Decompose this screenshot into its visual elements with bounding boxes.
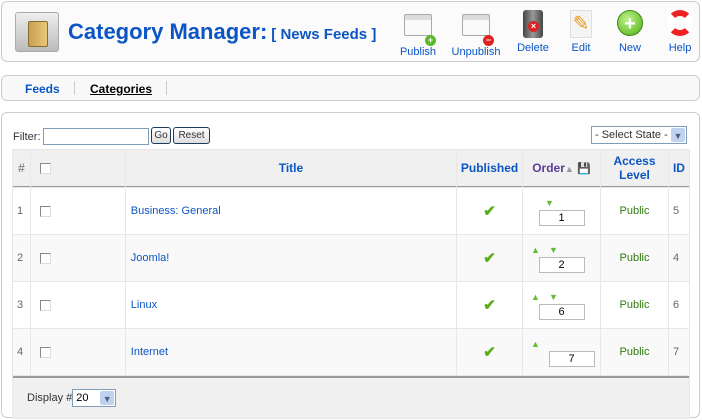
published-check-icon[interactable]: ✔ xyxy=(483,297,496,314)
select-all-checkbox[interactable] xyxy=(39,163,51,175)
category-manager-logo-icon xyxy=(15,12,59,52)
row-checkbox-cell xyxy=(30,188,125,234)
delete-icon: × xyxy=(519,10,547,38)
move-down-icon[interactable]: ▼ xyxy=(549,244,558,255)
submenu-categories[interactable]: Categories xyxy=(90,82,153,96)
pagination-footer: Display #20 ▼ xyxy=(13,376,689,418)
row-published-cell: ✔ xyxy=(457,329,523,375)
state-select[interactable]: - Select State - ▼ xyxy=(591,126,687,144)
row-checkbox[interactable] xyxy=(39,299,51,311)
filter-input[interactable] xyxy=(43,128,149,145)
col-id[interactable]: ID xyxy=(668,150,689,187)
page-subtitle: [ News Feeds ] xyxy=(271,26,377,43)
published-check-icon[interactable]: ✔ xyxy=(483,250,496,267)
access-level-link[interactable]: Public xyxy=(601,188,668,234)
save-order-icon[interactable]: 💾 xyxy=(577,163,591,175)
row-order-cell: ▲ 7 xyxy=(523,329,601,375)
row-published-cell: ✔ xyxy=(457,235,523,281)
category-title-link[interactable]: Business: General xyxy=(130,205,221,217)
row-published-cell: ✔ xyxy=(457,282,523,328)
category-title-link[interactable]: Joomla! xyxy=(130,252,170,264)
submenu-divider xyxy=(74,81,75,95)
row-checkbox[interactable] xyxy=(39,346,51,358)
col-access-level[interactable]: Access Level xyxy=(601,150,668,187)
order-input[interactable]: 2 xyxy=(538,256,585,273)
row-checkbox-cell xyxy=(30,235,125,281)
new-icon: + xyxy=(616,10,644,38)
row-published-cell: ✔ xyxy=(457,188,523,234)
sort-asc-icon: ▲ xyxy=(564,164,574,174)
reset-button[interactable]: Reset xyxy=(173,127,210,144)
row-checkbox-cell xyxy=(30,329,125,375)
move-up-icon[interactable]: ▲ xyxy=(531,244,540,255)
row-number: 3 xyxy=(13,282,30,328)
row-id: 4 xyxy=(668,235,689,281)
order-input[interactable]: 6 xyxy=(538,303,585,320)
move-down-icon[interactable]: ▼ xyxy=(545,197,554,208)
row-number: 4 xyxy=(13,329,30,375)
row-title-cell: Linux xyxy=(125,282,457,328)
row-checkbox[interactable] xyxy=(39,252,51,264)
row-order-cell: ▲ ▼ 6 xyxy=(523,282,601,328)
col-order[interactable]: Order▲ 💾 xyxy=(523,150,601,187)
new-button[interactable]: + New xyxy=(602,10,658,54)
chevron-down-icon: ▼ xyxy=(100,391,115,405)
move-up-icon[interactable]: ▲ xyxy=(531,291,540,302)
row-order-cell: ▲ ▼ 2 xyxy=(523,235,601,281)
category-title-link[interactable]: Internet xyxy=(130,346,169,358)
go-button[interactable]: Go xyxy=(151,127,171,144)
col-published[interactable]: Published xyxy=(457,150,523,187)
table-row: 3 Linux ✔ ▲ ▼ 6 Public 6 xyxy=(13,282,689,328)
row-id: 6 xyxy=(668,282,689,328)
row-id: 7 xyxy=(668,329,689,375)
help-icon xyxy=(666,10,694,38)
order-input[interactable]: 7 xyxy=(548,350,595,367)
edit-icon: ✎ xyxy=(567,10,595,38)
col-number: # xyxy=(13,150,30,187)
access-level-link[interactable]: Public xyxy=(601,329,668,375)
categories-table: # Title Published Order▲ 💾 Access Level … xyxy=(12,149,690,419)
display-count-select[interactable]: 20 ▼ xyxy=(72,389,117,407)
display-label: Display # xyxy=(27,391,73,404)
delete-button[interactable]: × Delete xyxy=(505,10,561,54)
row-number: 2 xyxy=(13,235,30,281)
category-title-link[interactable]: Linux xyxy=(130,299,158,311)
col-title[interactable]: Title xyxy=(125,150,457,187)
table-row: 4 Internet ✔ ▲ 7 Public 7 xyxy=(13,329,689,375)
move-down-icon[interactable]: ▼ xyxy=(549,291,558,302)
table-row: 2 Joomla! ✔ ▲ ▼ 2 Public 4 xyxy=(13,235,689,281)
order-input[interactable]: 1 xyxy=(538,209,585,226)
toolbar-box: Category Manager:[ News Feeds ] + Publish… xyxy=(1,1,700,62)
published-check-icon[interactable]: ✔ xyxy=(483,344,496,361)
chevron-down-icon: ▼ xyxy=(671,128,685,142)
publish-button[interactable]: + Publish xyxy=(390,10,446,58)
row-title-cell: Internet xyxy=(125,329,457,375)
submenu-divider xyxy=(166,81,167,95)
page-title: Category Manager:[ News Feeds ] xyxy=(68,19,377,44)
table-row: 1 Business: General ✔ ▼ 1 Public 5 xyxy=(13,188,689,234)
access-level-link[interactable]: Public xyxy=(601,235,668,281)
submenu-feeds[interactable]: Feeds xyxy=(25,82,60,96)
unpublish-button[interactable]: − Unpublish xyxy=(448,10,504,58)
row-number: 1 xyxy=(13,188,30,234)
row-id: 5 xyxy=(668,188,689,234)
submenu: Feeds Categories xyxy=(1,75,700,101)
col-select-all xyxy=(30,150,125,187)
row-order-cell: ▼ 1 xyxy=(523,188,601,234)
row-checkbox-cell xyxy=(30,282,125,328)
help-button[interactable]: Help xyxy=(652,10,702,54)
filter-label: Filter: xyxy=(13,131,41,143)
published-check-icon[interactable]: ✔ xyxy=(483,203,496,220)
row-title-cell: Joomla! xyxy=(125,235,457,281)
access-level-link[interactable]: Public xyxy=(601,282,668,328)
move-up-icon[interactable]: ▲ xyxy=(531,338,540,349)
row-checkbox[interactable] xyxy=(39,205,51,217)
edit-button[interactable]: ✎ Edit xyxy=(553,10,609,54)
row-title-cell: Business: General xyxy=(125,188,457,234)
publish-icon: + xyxy=(404,14,436,46)
unpublish-icon: − xyxy=(462,14,494,46)
